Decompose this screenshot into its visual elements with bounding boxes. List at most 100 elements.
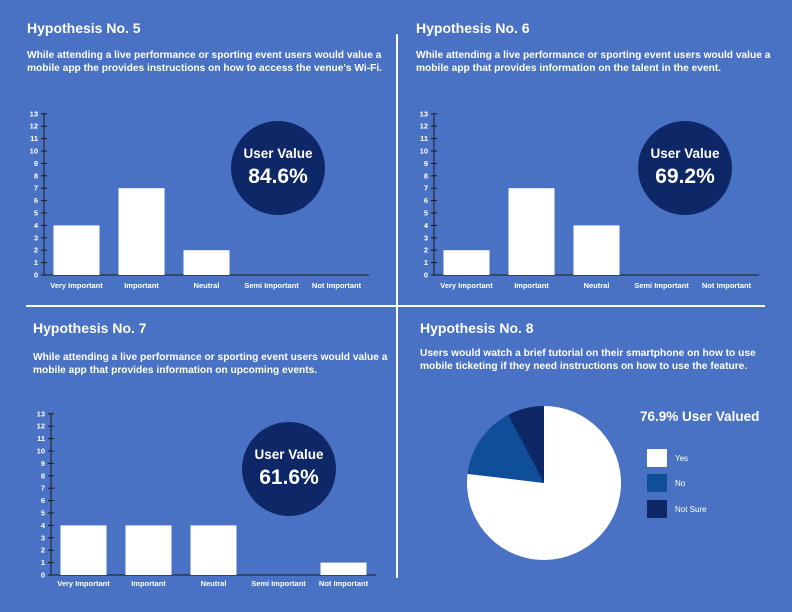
y-tick-label: 13 <box>37 409 45 418</box>
y-tick-label: 7 <box>424 184 428 193</box>
user-value-badge: User Value 61.6% <box>242 422 336 516</box>
bar <box>190 525 237 575</box>
y-tick-label: 5 <box>41 509 45 518</box>
legend-label: No <box>675 478 686 488</box>
x-tick-label: Neutral <box>201 579 227 588</box>
user-value-badge: User Value 69.2% <box>638 121 732 215</box>
x-tick-label: Semi Important <box>251 579 306 588</box>
y-tick-label: 7 <box>41 484 45 493</box>
pie-slice-not-sure <box>508 405 544 483</box>
x-tick-label: Important <box>131 579 166 588</box>
y-tick-label: 7 <box>34 184 38 193</box>
legend-swatch <box>647 474 667 492</box>
y-tick-label: 11 <box>37 434 45 443</box>
panel-title: Hypothesis No. 6 <box>416 20 530 36</box>
y-tick-label: 8 <box>41 471 45 480</box>
y-tick-label: 9 <box>34 159 38 168</box>
badge-label: User Value <box>650 146 720 161</box>
bar <box>320 562 367 575</box>
panel-title: Hypothesis No. 7 <box>33 320 147 336</box>
pie-heading: 76.9% User Valued <box>640 409 760 424</box>
y-tick-label: 0 <box>34 271 38 280</box>
legend-item-not-sure: Not Sure <box>647 500 767 518</box>
x-tick-label: Very Important <box>440 281 493 290</box>
x-tick-label: Important <box>124 281 159 290</box>
badge-label: User Value <box>254 447 324 462</box>
panel-description: While attending a live performance or sp… <box>33 352 388 376</box>
y-tick-label: 1 <box>34 258 38 267</box>
bar <box>118 188 165 275</box>
bar <box>183 250 230 275</box>
x-tick-label: Semi Important <box>244 281 299 290</box>
y-tick-label: 12 <box>420 122 428 131</box>
panel-title: Hypothesis No. 8 <box>420 320 534 336</box>
x-tick-label: Very Important <box>57 579 110 588</box>
x-tick-label: Neutral <box>584 281 610 290</box>
legend-item-no: No <box>647 474 767 492</box>
bar <box>60 525 107 575</box>
y-tick-label: 0 <box>424 271 428 280</box>
y-tick-label: 8 <box>424 171 428 180</box>
legend-label: Not Sure <box>675 504 707 514</box>
badge-value: 69.2% <box>655 165 715 188</box>
x-tick-label: Semi Important <box>634 281 689 290</box>
y-tick-label: 6 <box>424 196 428 205</box>
legend-label: Yes <box>675 453 689 463</box>
legend-swatch <box>647 449 667 467</box>
y-tick-label: 13 <box>420 109 428 118</box>
y-tick-label: 6 <box>41 496 45 505</box>
legend-item-yes: Yes <box>647 449 767 467</box>
hypothesis-5-panel: Hypothesis No. 5 While attending a live … <box>0 0 396 305</box>
badge-value: 61.6% <box>259 466 319 489</box>
y-tick-label: 2 <box>424 246 428 255</box>
horizontal-divider <box>26 305 765 307</box>
y-tick-label: 8 <box>34 171 38 180</box>
badge-value: 84.6% <box>248 165 308 188</box>
y-tick-label: 4 <box>34 221 39 230</box>
x-tick-label: Important <box>514 281 549 290</box>
bar <box>53 225 100 275</box>
bar <box>508 188 555 275</box>
hypothesis-6-panel: Hypothesis No. 6 While attending a live … <box>0 0 792 305</box>
y-tick-label: 10 <box>37 447 45 456</box>
x-tick-label: Very Important <box>50 281 103 290</box>
y-tick-label: 3 <box>34 233 38 242</box>
y-tick-label: 6 <box>34 196 38 205</box>
legend-swatch <box>647 500 667 518</box>
badge-label: User Value <box>243 146 313 161</box>
pie-slice-no <box>467 414 544 483</box>
x-tick-label: Not Important <box>319 579 369 588</box>
y-tick-label: 13 <box>30 109 38 118</box>
y-tick-label: 3 <box>41 533 45 542</box>
y-tick-label: 5 <box>34 209 38 218</box>
y-tick-label: 2 <box>34 246 38 255</box>
bar <box>125 525 172 575</box>
y-tick-label: 5 <box>424 209 428 218</box>
y-tick-label: 2 <box>41 546 45 555</box>
x-tick-label: Not Important <box>312 281 362 290</box>
y-tick-label: 12 <box>37 422 45 431</box>
y-tick-label: 4 <box>424 221 429 230</box>
y-tick-label: 10 <box>30 147 38 156</box>
panel-description: While attending a live performance or sp… <box>27 50 382 74</box>
y-tick-label: 11 <box>420 134 428 143</box>
x-tick-label: Neutral <box>194 281 220 290</box>
y-tick-label: 1 <box>424 258 428 267</box>
y-tick-label: 12 <box>30 122 38 131</box>
y-tick-label: 9 <box>424 159 428 168</box>
y-tick-label: 1 <box>41 558 45 567</box>
y-tick-label: 4 <box>41 521 46 530</box>
panel-description: While attending a live performance or sp… <box>416 50 771 74</box>
panel-title: Hypothesis No. 5 <box>27 20 141 36</box>
y-tick-label: 10 <box>420 147 428 156</box>
user-value-badge: User Value 84.6% <box>231 121 325 215</box>
y-tick-label: 0 <box>41 571 45 580</box>
hypothesis-7-panel: Hypothesis No. 7 While attending a live … <box>33 320 388 588</box>
y-tick-label: 9 <box>41 459 45 468</box>
bar <box>443 250 490 275</box>
bar <box>573 225 620 275</box>
